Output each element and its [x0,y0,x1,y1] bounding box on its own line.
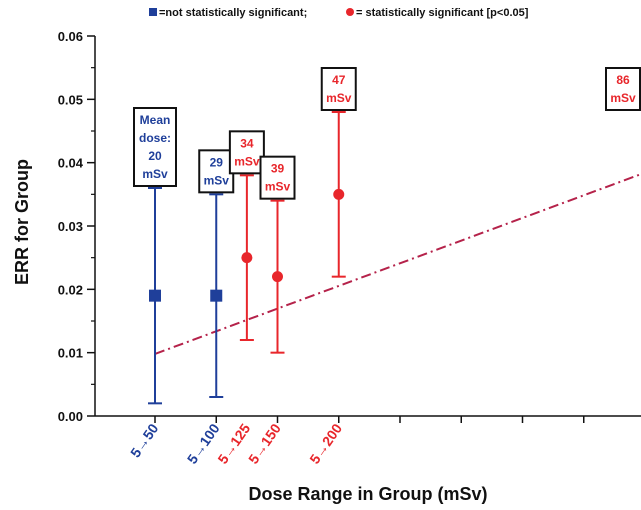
y-tick-label: 0.06 [58,29,83,44]
x-category-label: 5→200 [306,420,345,466]
mean-dose-box [133,107,177,187]
legend-circle-marker [346,8,354,16]
x-axis-title: Dose Range in Group (mSv) [248,484,487,504]
mean-dose-label: dose: [139,131,171,145]
mean-dose-label: 39 [271,162,285,176]
y-tick-label: 0.02 [58,282,83,297]
y-axis-ticks: 0.00 0.01 0.02 0.03 0.04 0.05 0.06 [58,29,95,424]
trend-line [154,173,641,355]
x-category-label: 5→50 [127,420,162,460]
mean-dose-box [228,130,265,175]
mean-dose-label: 86 [616,73,630,87]
significant-point [272,271,283,283]
mean-dose-label: mSv [204,173,230,187]
significant-point [241,252,253,264]
x-category-label: 5→150 [245,420,284,466]
legend: =not statistically significant; = statis… [149,7,529,19]
significant-point [333,188,345,200]
mean-dose-label: mSv [326,91,352,105]
mean-dose-label: mSv [142,167,168,181]
not-significant-point [149,289,161,302]
mean-dose-label: 20 [148,149,162,163]
data-point-group: 86mSv5→500 [605,67,641,111]
legend-square-marker [149,8,157,16]
y-tick-label: 0.03 [58,219,83,234]
x-axis-ticks [154,416,585,423]
y-tick-label: 0.04 [58,156,84,171]
mean-dose-label: mSv [610,91,636,105]
mean-dose-label: mSv [265,180,291,194]
y-tick-label: 0.00 [58,409,83,424]
mean-dose-label: 29 [210,155,224,169]
y-tick-label: 0.01 [58,346,83,361]
mean-dose-label: Mean [140,113,171,127]
legend-significant-label: = statistically significant [p<0.05] [356,7,529,19]
data-points: Meandose:20mSv5→5029mSv5→10034mSv5→12539… [127,67,641,467]
legend-not-significant-label: =not statistically significant; [159,7,307,19]
mean-dose-label: mSv [234,154,260,168]
mean-dose-label: 34 [240,136,254,150]
data-point-group: Mean dose: 20 mSv 5→50 [127,107,177,460]
data-point-group: 47 mSv 5→200 [306,67,357,467]
mean-dose-box [320,67,357,111]
y-tick-label: 0.05 [58,92,83,107]
mean-dose-box [605,67,641,111]
not-significant-point [210,289,223,302]
y-axis-title: ERR for Group [12,159,32,285]
mean-dose-box [259,155,296,200]
mean-dose-label: 47 [332,73,346,87]
